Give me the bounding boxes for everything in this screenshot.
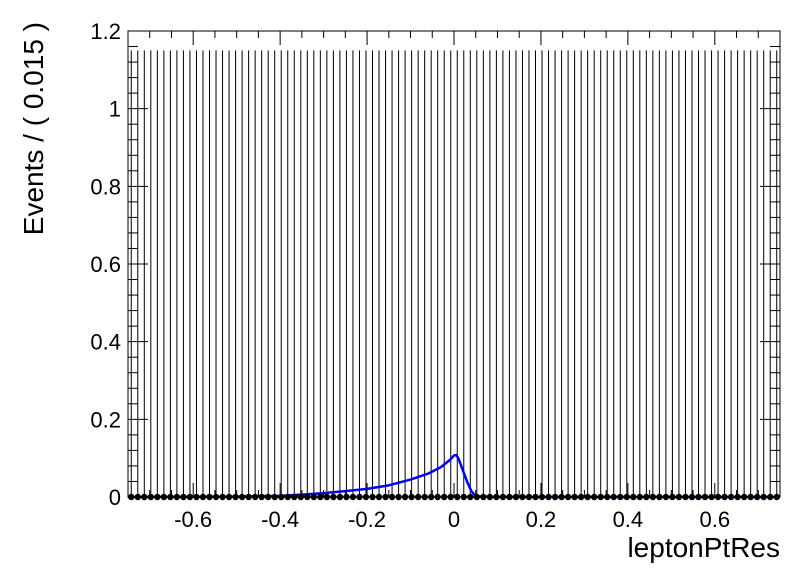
y-tick-label: 0.2: [90, 407, 121, 432]
y-tick-label: 1.2: [90, 19, 121, 44]
ticks-layer: [127, 30, 781, 498]
error-bars-layer: [130, 50, 778, 497]
y-tick-label: 0.4: [90, 330, 121, 355]
plot-frame: [127, 30, 781, 498]
x-tick-label: -0.2: [348, 507, 386, 532]
x-tick-label: -0.4: [261, 507, 299, 532]
y-tick-label: 0: [109, 485, 121, 510]
plot-frame-layer: [127, 30, 781, 498]
y-tick-label: 0.6: [90, 252, 121, 277]
x-tick-label: 0.2: [526, 507, 557, 532]
y-tick-label: 0.8: [90, 174, 121, 199]
x-axis-label: leptonPtRes: [627, 532, 780, 563]
y-tick-label: 1: [109, 97, 121, 122]
x-tick-label: 0.4: [613, 507, 644, 532]
x-tick-label: 0: [448, 507, 460, 532]
model-curve-layer: [127, 453, 780, 499]
model-curve: [127, 453, 780, 499]
x-tick-label: 0.6: [700, 507, 731, 532]
y-axis-label: Events / ( 0.015 ): [18, 22, 49, 235]
tick-labels-layer: -0.6 -0.4 -0.2 0 0.2 0.4 0.6 0 0.2 0.4 0.6 0.8 1 1.2: [90, 19, 730, 532]
x-tick-label: -0.6: [174, 507, 212, 532]
